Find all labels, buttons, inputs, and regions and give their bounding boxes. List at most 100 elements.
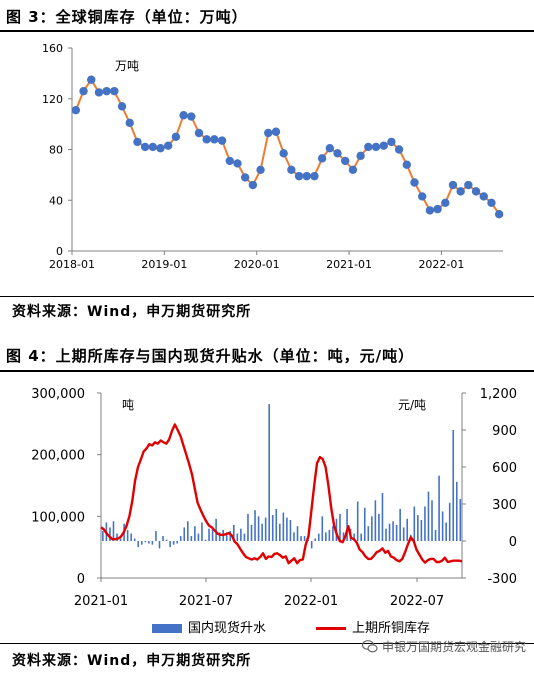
data-point (341, 156, 350, 166)
data-point (248, 180, 258, 190)
wechat-icon (361, 640, 378, 653)
y-tick-label: 40 (49, 194, 63, 207)
x-tick-label: 2022-07 (390, 594, 444, 609)
right-unit-label: 元/吨 (398, 398, 426, 412)
premium-bar (179, 536, 182, 541)
fig1-chart: 0 40 80 120 160 2018-01 2019-01 2020-01 2021-01 2… (42, 42, 504, 271)
premium-bar (151, 541, 154, 545)
premium-bar (169, 541, 171, 548)
y-tick-label: 120 (42, 93, 63, 106)
data-point (279, 149, 288, 158)
premium-bar (431, 500, 433, 541)
data-point (117, 102, 127, 111)
premium-bar (233, 524, 235, 541)
premium-bar (275, 508, 278, 541)
data-point (379, 141, 388, 150)
data-point (479, 192, 488, 201)
data-point (225, 156, 234, 166)
fig2-chart: 0 100,000 200,000 300,000 -300 0 300 600 900 1,20… (31, 387, 517, 609)
fig2-source-rule (0, 643, 534, 644)
right-tick-label: 0 (509, 535, 517, 550)
premium-bar (434, 529, 437, 541)
premium-bar (356, 501, 359, 541)
premium-bar (148, 541, 150, 544)
data-point (333, 149, 342, 158)
premium-bar (247, 513, 249, 541)
data-point (264, 128, 273, 138)
premium-bar (406, 518, 409, 541)
x-tick-label: 2022-01 (418, 258, 464, 271)
data-point (140, 142, 150, 152)
x-tick-label: 2021-07 (179, 594, 233, 609)
premium-bar (321, 516, 324, 541)
premium-bar (240, 528, 242, 541)
fig2-title: 图 4：上期所库存与国内现货升贴水（单位：吨，元/吨） (6, 347, 415, 365)
inventory-line (74, 77, 501, 215)
premium-bar (360, 533, 363, 541)
data-point (471, 187, 481, 196)
premium-bar (420, 520, 423, 541)
premium-bar (144, 541, 147, 543)
right-tick-label: -300 (487, 572, 517, 587)
premium-bar (236, 533, 239, 541)
x-tick-label: 2019-01 (141, 258, 187, 271)
y-tick-label: 80 (49, 144, 63, 157)
data-point (71, 105, 81, 115)
fig1-source: 资料来源：Wind，申万期货研究所 (12, 304, 252, 320)
premium-bar (137, 541, 140, 548)
premium-bar (102, 531, 104, 541)
premium-bar (243, 533, 246, 541)
data-point (417, 192, 427, 201)
premium-bar (296, 526, 299, 541)
premium-bar (378, 513, 380, 541)
fig2-title-rule (0, 370, 534, 372)
premium-bar (183, 527, 186, 541)
legend-item-bars: 国内现货升水 (152, 617, 266, 636)
data-point (79, 86, 88, 96)
fig1-source-rule (0, 296, 534, 297)
data-point (287, 165, 296, 174)
data-point (487, 198, 496, 207)
premium-bar (459, 499, 462, 541)
watermark: 申银万国期货宏观金融研究 (361, 638, 526, 655)
data-point (240, 173, 250, 182)
premium-bar (279, 523, 281, 541)
premium-bar (363, 507, 366, 541)
premium-bar (165, 539, 168, 541)
premium-bar (371, 516, 373, 541)
premium-bar (286, 517, 288, 541)
data-point (256, 165, 265, 174)
premium-bar (271, 515, 274, 541)
left-unit-label: 吨 (122, 398, 134, 412)
premium-bar (119, 538, 122, 541)
premium-bar (342, 532, 345, 541)
premium-bar (388, 523, 391, 541)
premium-bar (455, 481, 458, 541)
legend-swatch-bars (152, 624, 182, 633)
premium-bar (413, 506, 416, 541)
right-tick-label: 1,200 (480, 387, 517, 402)
premium-bar (187, 521, 189, 541)
premium-bar (445, 522, 447, 541)
data-point (325, 144, 335, 153)
fig1-title-rule (0, 30, 534, 32)
data-point (364, 142, 373, 152)
fig2-source: 资料来源：Wind，申万期货研究所 (12, 653, 252, 669)
legend-label-line: 上期所铜库存 (352, 621, 431, 636)
premium-bar (417, 515, 419, 541)
premium-bar (310, 541, 313, 549)
data-point (187, 112, 196, 121)
inventory-line (100, 423, 463, 565)
data-point (356, 151, 365, 161)
premium-bar (438, 475, 440, 541)
data-point (110, 86, 119, 96)
data-point (433, 204, 442, 214)
data-point (456, 187, 465, 196)
premium-bar (448, 502, 451, 541)
premium-bar (303, 536, 306, 541)
premium-bar (427, 491, 430, 541)
data-point (233, 159, 242, 168)
premium-bar (162, 536, 164, 541)
data-point (179, 111, 188, 120)
premium-bar (208, 528, 210, 541)
